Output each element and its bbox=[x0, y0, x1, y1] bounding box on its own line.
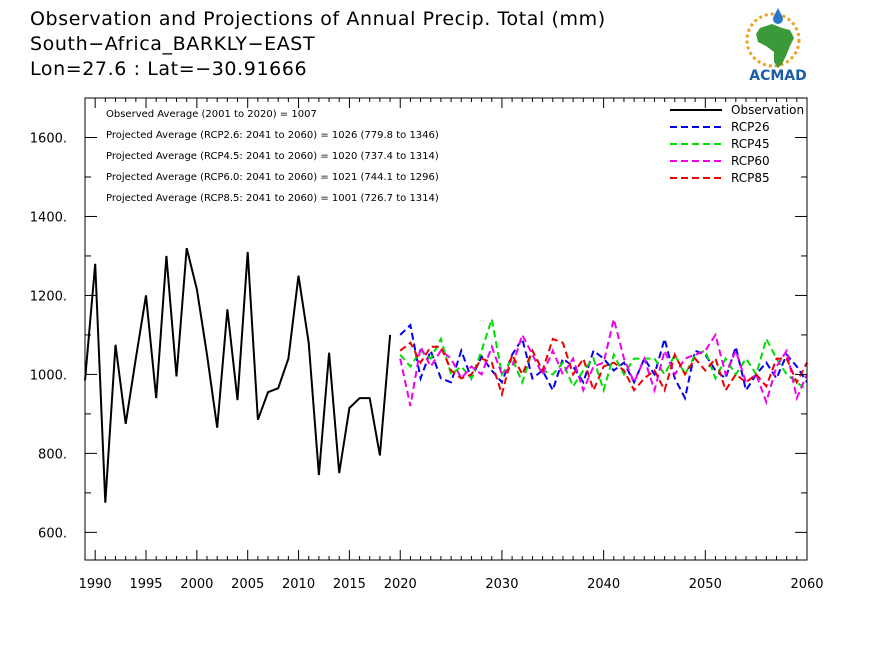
acmad-logo: ACMAD bbox=[745, 8, 807, 84]
x-tick-label: 1995 bbox=[129, 577, 162, 592]
y-tick-label: 1200. bbox=[30, 289, 67, 304]
water-drop-icon bbox=[773, 8, 783, 24]
coordinates: Lon=27.6 : Lat=−30.91666 bbox=[30, 58, 308, 80]
legend-label: RCP45 bbox=[731, 137, 770, 151]
x-tick-label: 2005 bbox=[231, 577, 264, 592]
series-line-rcp45 bbox=[399, 318, 808, 394]
x-tick-label: 2050 bbox=[689, 577, 722, 592]
series-line-rcp26 bbox=[399, 323, 808, 402]
series-line-rcp85 bbox=[399, 337, 808, 398]
x-tick-label: 2060 bbox=[790, 577, 823, 592]
y-tick-label: 1600. bbox=[30, 131, 67, 146]
x-tick-label: 2040 bbox=[587, 577, 620, 592]
x-tick-label: 2030 bbox=[485, 577, 518, 592]
y-tick-label: 800. bbox=[38, 447, 67, 462]
x-tick-label: 1990 bbox=[79, 577, 112, 592]
legend-label: RCP60 bbox=[731, 154, 770, 168]
annotation-line: Projected Average (RCP6.0: 2041 to 2060)… bbox=[106, 172, 439, 183]
annotation-line: Projected Average (RCP8.5: 2041 to 2060)… bbox=[106, 193, 439, 204]
annotation-line: Observed Average (2001 to 2020) = 1007 bbox=[106, 109, 317, 120]
y-tick-label: 1000. bbox=[30, 368, 67, 383]
annotation-line: Projected Average (RCP2.6: 2041 to 2060)… bbox=[106, 130, 439, 141]
legend-label: RCP26 bbox=[731, 120, 770, 134]
africa-map-icon bbox=[756, 24, 794, 68]
y-tick-label: 600. bbox=[38, 526, 67, 541]
chart-title: Observation and Projections of Annual Pr… bbox=[30, 8, 606, 30]
legend-label: RCP85 bbox=[731, 171, 770, 185]
x-tick-label: 2015 bbox=[333, 577, 366, 592]
x-tick-label: 2020 bbox=[384, 577, 417, 592]
annotation-line: Projected Average (RCP4.5: 2041 to 2060)… bbox=[106, 151, 439, 162]
x-tick-label: 2010 bbox=[282, 577, 315, 592]
y-tick-label: 1400. bbox=[30, 210, 67, 225]
location-name: South−Africa_BARKLY−EAST bbox=[30, 33, 316, 55]
series-line-observation bbox=[84, 247, 392, 503]
legend-label: Observation bbox=[731, 103, 804, 117]
x-tick-label: 2000 bbox=[180, 577, 213, 592]
plot-frame bbox=[84, 97, 808, 561]
logo-text: ACMAD bbox=[749, 68, 807, 84]
sun-icon bbox=[745, 12, 801, 68]
